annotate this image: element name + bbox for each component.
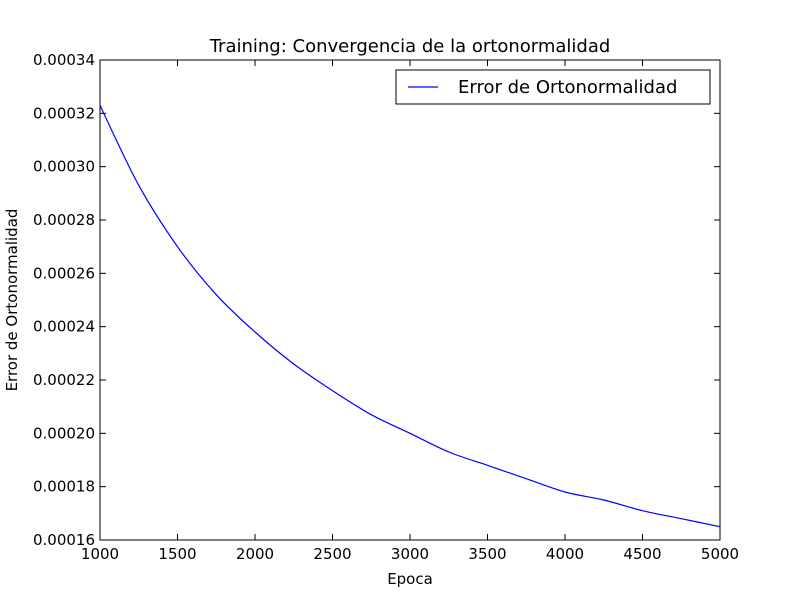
legend-label: Error de Ortonormalidad bbox=[458, 77, 677, 98]
x-tick-label: 1500 bbox=[158, 545, 196, 563]
x-tick-label: 4000 bbox=[546, 545, 584, 563]
series-line bbox=[99, 105, 721, 528]
y-tick-label: 0.00030 bbox=[33, 158, 95, 176]
y-tick-label: 0.00022 bbox=[33, 371, 95, 389]
y-tick-label: 0.00016 bbox=[33, 531, 95, 549]
y-tick-label: 0.00026 bbox=[33, 264, 95, 282]
y-tick-label: 0.00032 bbox=[33, 104, 95, 122]
x-tick-label: 2000 bbox=[236, 545, 274, 563]
y-tick-label: 0.00020 bbox=[33, 424, 95, 442]
x-tick-label: 3000 bbox=[391, 545, 429, 563]
x-tick-label: 5000 bbox=[701, 545, 739, 563]
y-tick-label: 0.00034 bbox=[33, 51, 95, 69]
y-tick-label: 0.00028 bbox=[33, 211, 95, 229]
x-tick-label: 2500 bbox=[313, 545, 351, 563]
x-tick-label: 1000 bbox=[81, 545, 119, 563]
y-axis-label: Error de Ortonormalidad bbox=[3, 209, 21, 392]
legend-box bbox=[395, 69, 711, 105]
x-tick-label: 3500 bbox=[468, 545, 506, 563]
series-layer bbox=[99, 105, 721, 528]
chart-title: Training: Convergencia de la ortonormali… bbox=[209, 36, 611, 57]
y-tick-label: 0.00024 bbox=[33, 318, 95, 336]
x-axis-ticks: 1000 1500 2000 2500 3000 3500 4000 4500 5000 bbox=[81, 60, 739, 563]
y-tick-label: 0.00018 bbox=[33, 478, 95, 496]
x-axis-label: Epoca bbox=[387, 570, 433, 588]
plot-frame bbox=[99, 59, 721, 541]
y-axis-ticks: 0.00016 0.00018 0.00020 0.00022 0.00024 0.000… bbox=[33, 51, 720, 549]
x-tick-label: 4500 bbox=[623, 545, 661, 563]
legend: Error de Ortonormalidad bbox=[395, 69, 711, 105]
